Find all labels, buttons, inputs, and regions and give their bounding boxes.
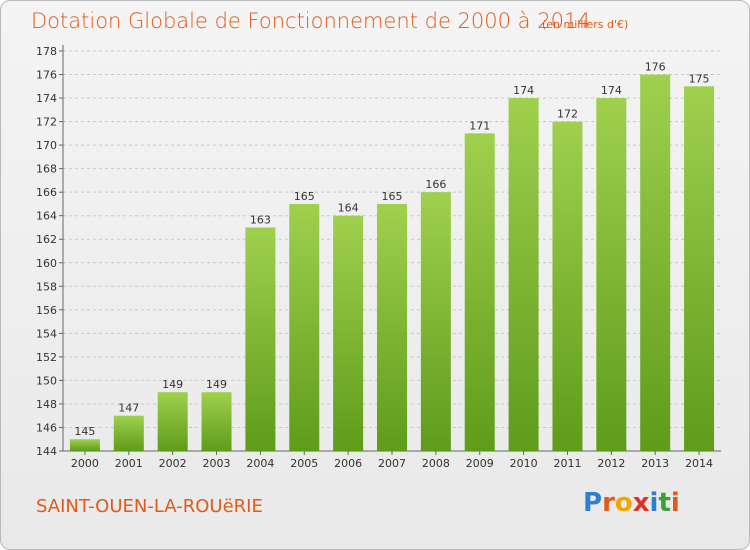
data-label-2005: 165 [294,190,315,203]
data-label-2004: 163 [250,213,271,226]
bars [69,74,715,452]
y-tick-label: 156 [36,304,57,317]
bar-2007 [377,203,407,451]
data-label-2011: 172 [557,108,578,121]
data-label-2002: 149 [162,378,183,391]
bar-2003 [201,392,232,451]
logo-letter: P [583,488,603,518]
y-tick-label: 148 [36,398,57,411]
bar-2006 [333,215,364,451]
x-tick-label-2012: 2012 [597,457,625,470]
unit-note: (en milliers d'€) [542,18,629,31]
bar-2002 [157,392,188,451]
y-tick-label: 146 [36,421,57,434]
x-tick-label-2005: 2005 [290,457,318,470]
x-tick-label-2014: 2014 [685,457,713,470]
bar-2009 [464,133,495,451]
x-tick-label-2007: 2007 [378,457,406,470]
x-tick-label-2004: 2004 [246,457,274,470]
x-tick-label-2003: 2003 [203,457,231,470]
bar-2008 [420,192,451,452]
y-tick-label: 166 [36,186,57,199]
data-label-2013: 176 [645,61,666,74]
commune-name: SAINT-OUEN-LA-ROUëRIE [36,496,263,517]
x-tick-label-2002: 2002 [159,457,187,470]
logo-letter: i [649,488,659,518]
y-tick-label: 170 [36,139,57,152]
y-tick-label: 176 [36,69,57,82]
data-label-2006: 164 [338,202,359,215]
data-label-2001: 147 [118,402,139,415]
data-label-2012: 174 [601,84,622,97]
x-tick-label-2011: 2011 [553,457,581,470]
y-tick-label: 162 [36,233,57,246]
y-tick-label: 150 [36,374,57,387]
y-tick-label: 178 [36,45,57,58]
data-label-2008: 166 [425,178,446,191]
bar-2012 [596,98,627,451]
data-label-2003: 149 [206,378,227,391]
logo-letter: o [614,488,633,518]
bar-2004 [245,227,276,451]
bar-2013 [640,74,671,451]
y-tick-label: 164 [36,210,57,223]
proxiti-logo: Proxiti [583,488,680,518]
data-label-2010: 174 [513,84,534,97]
logo-letter: t [658,488,671,518]
y-tick-label: 152 [36,351,57,364]
bar-2010 [508,98,539,451]
logo-letter: i [670,488,680,518]
y-tick-label: 174 [36,92,57,105]
x-tick-label-2013: 2013 [641,457,669,470]
data-label-2014: 175 [689,72,710,85]
data-label-2007: 165 [382,190,403,203]
y-tick-label: 172 [36,116,57,129]
x-tick-label-2000: 2000 [71,457,99,470]
data-label-2009: 171 [469,119,490,132]
x-tick-label-2009: 2009 [466,457,494,470]
y-tick-label: 168 [36,163,57,176]
bar-2001 [113,415,144,451]
data-labels: 145 147 149 149 163 165 164 165 166 171 174 172 174 1… [74,61,709,439]
chart-title: Dotation Globale de Fonctionnement de 20… [31,9,591,33]
bar-2014 [684,86,715,451]
y-tick-label: 160 [36,257,57,270]
bar-2011 [552,121,583,452]
logo-letter: x [632,488,650,518]
logo-letter: r [602,488,615,518]
y-tick-label: 144 [36,445,57,458]
bar-2005 [289,203,320,451]
x-tick-label-2006: 2006 [334,457,362,470]
y-tick-label: 154 [36,327,57,340]
data-label-2000: 145 [74,425,95,438]
x-tick-label-2001: 2001 [115,457,143,470]
x-tick-label-2008: 2008 [422,457,450,470]
y-tick-label: 158 [36,280,57,293]
axes: 144 146 148 150 152 154 156 158 160 162 164 166 168 1… [36,45,721,470]
x-tick-label-2010: 2010 [510,457,538,470]
bar-2000 [69,439,100,451]
